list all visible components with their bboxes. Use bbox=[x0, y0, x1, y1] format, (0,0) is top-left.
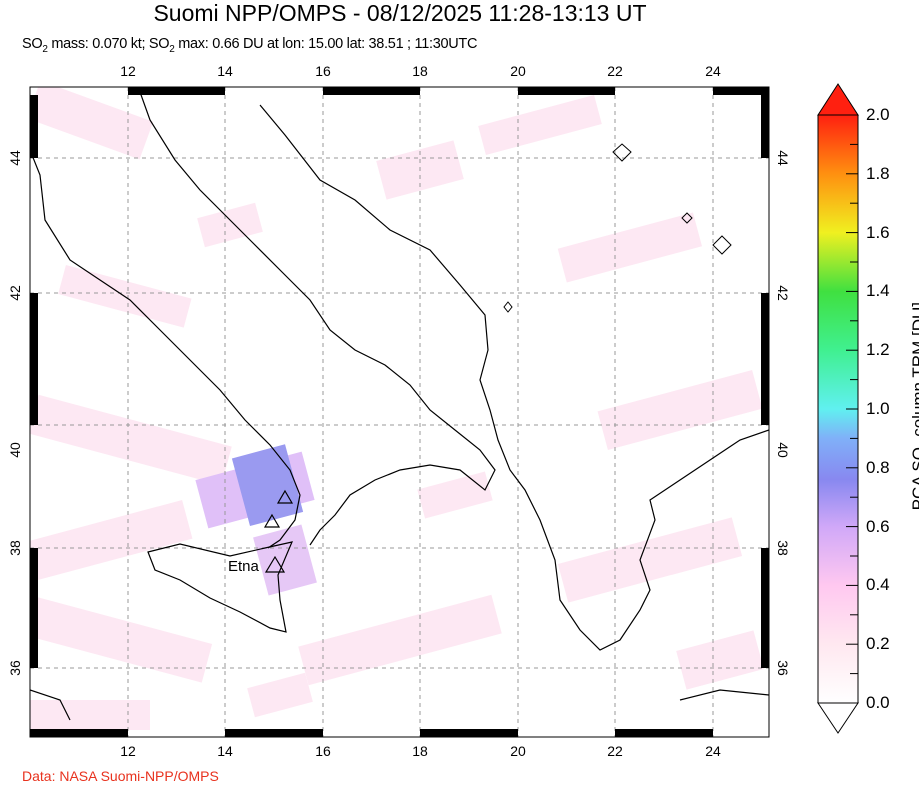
colorbar-label: 1.2 bbox=[866, 340, 890, 360]
subtitle-text: mass: 0.070 kt; SO bbox=[47, 36, 170, 52]
colorbar-label: 0.0 bbox=[866, 693, 890, 712]
lat-tick: 38 bbox=[7, 540, 23, 556]
subtitle-text: SO bbox=[22, 36, 43, 52]
so2-field: Etna bbox=[30, 87, 769, 737]
lat-tick: 42 bbox=[7, 285, 23, 301]
subtitle-text: max: 0.66 DU at lon: 15.00 lat: 38.51 ; … bbox=[174, 36, 478, 52]
subscript: 2 bbox=[42, 43, 48, 55]
colorbar-label: 0.6 bbox=[866, 516, 890, 536]
chart-subtitle: SO2 mass: 0.070 kt; SO2 max: 0.66 DU at … bbox=[22, 36, 477, 55]
lat-tick: 36 bbox=[775, 660, 791, 676]
colorbar-label: 1.0 bbox=[866, 399, 890, 418]
colorbar-title-text: column TRM [DU] bbox=[908, 302, 919, 437]
colorbar-max-arrow bbox=[817, 83, 859, 116]
lon-tick: 12 bbox=[120, 743, 136, 759]
colorbar-label: 0.8 bbox=[866, 457, 890, 477]
diamond-markers bbox=[503, 143, 732, 313]
lon-tick: 20 bbox=[510, 743, 526, 759]
lat-tick: 42 bbox=[775, 285, 791, 301]
lon-tick: 22 bbox=[607, 63, 623, 79]
map-frame bbox=[29, 86, 770, 738]
data-credit: Data: NASA Suomi-NPP/OMPS bbox=[22, 768, 219, 784]
volcano-icon bbox=[263, 489, 294, 573]
lon-tick: 16 bbox=[315, 743, 331, 759]
colorbar-label: 0.4 bbox=[866, 575, 890, 595]
lat-tick: 36 bbox=[7, 660, 23, 676]
lat-tick: 40 bbox=[7, 442, 23, 458]
lon-tick: 12 bbox=[120, 63, 136, 79]
lat-tick: 44 bbox=[7, 150, 23, 166]
lon-tick: 24 bbox=[705, 63, 721, 79]
lon-tick: 20 bbox=[510, 63, 526, 79]
lon-tick: 18 bbox=[412, 63, 428, 79]
colorbar-label: 1.8 bbox=[866, 163, 890, 183]
lon-tick: 22 bbox=[607, 743, 623, 759]
colorbar-label: 1.4 bbox=[866, 281, 890, 301]
coastlines bbox=[30, 91, 769, 721]
etna-label: Etna bbox=[228, 558, 260, 575]
lat-tick: 40 bbox=[775, 442, 791, 458]
lon-tick: 18 bbox=[412, 743, 428, 759]
colorbar-label: 2.0 bbox=[866, 105, 890, 124]
lon-tick: 14 bbox=[217, 743, 233, 759]
lon-tick: 24 bbox=[705, 743, 721, 759]
so2-plume bbox=[195, 444, 317, 596]
lat-tick: 38 bbox=[775, 540, 791, 556]
etna-volcano-icon bbox=[264, 555, 286, 573]
lon-tick: 16 bbox=[315, 63, 331, 79]
subscript: 2 bbox=[169, 43, 175, 55]
lat-tick: 44 bbox=[775, 150, 791, 166]
colorbar-label: 0.2 bbox=[866, 634, 890, 654]
colorbar bbox=[817, 83, 859, 734]
lon-tick: 14 bbox=[217, 63, 233, 79]
colorbar-min-arrow bbox=[817, 702, 859, 734]
colorbar-title: PCA SO2 column TRM [DU] bbox=[909, 256, 919, 556]
colorbar-label: 1.6 bbox=[866, 222, 890, 242]
graticule bbox=[30, 87, 769, 737]
chart-title: Suomi NPP/OMPS - 08/12/2025 11:28-13:13 … bbox=[153, 0, 647, 26]
colorbar-title-text: PCA SO bbox=[908, 447, 919, 511]
